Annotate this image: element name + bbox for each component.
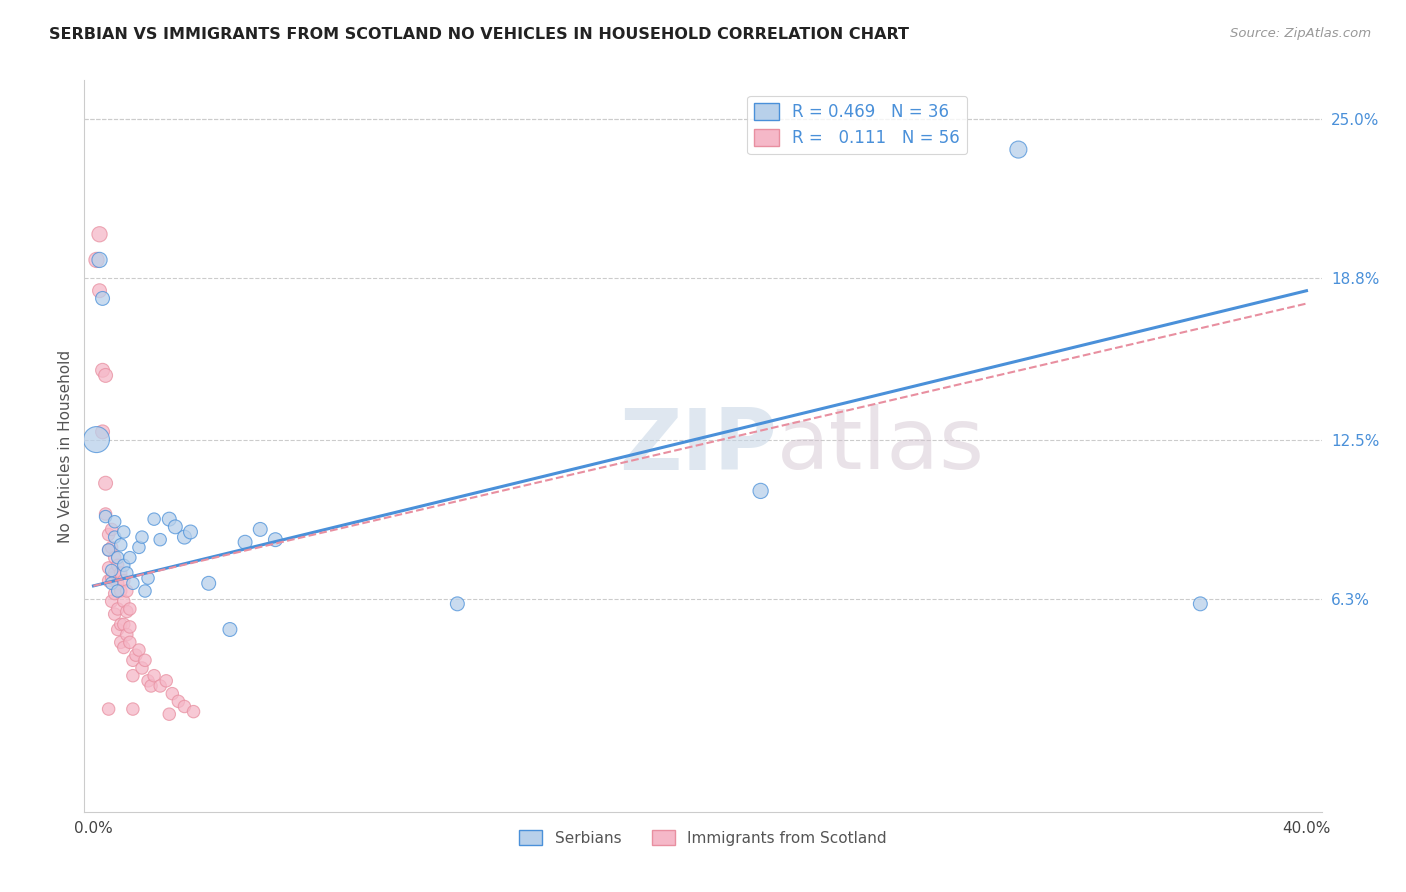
Point bbox=[118, 620, 141, 634]
Point bbox=[128, 643, 150, 657]
Y-axis label: No Vehicles in Household: No Vehicles in Household bbox=[58, 350, 73, 542]
Point bbox=[110, 617, 132, 632]
Point bbox=[86, 433, 108, 447]
Point bbox=[115, 566, 138, 580]
Point bbox=[155, 673, 177, 688]
Point bbox=[112, 594, 135, 608]
Point bbox=[165, 520, 187, 534]
Text: atlas: atlas bbox=[778, 404, 986, 488]
Point bbox=[97, 574, 120, 588]
Point bbox=[157, 512, 180, 526]
Point bbox=[143, 669, 166, 683]
Point bbox=[1007, 143, 1029, 157]
Point bbox=[183, 705, 205, 719]
Point bbox=[131, 661, 153, 675]
Point bbox=[179, 524, 201, 539]
Point bbox=[107, 602, 129, 616]
Point bbox=[149, 533, 172, 547]
Legend: Serbians, Immigrants from Scotland: Serbians, Immigrants from Scotland bbox=[513, 823, 893, 852]
Point bbox=[136, 673, 159, 688]
Point bbox=[112, 574, 135, 588]
Point bbox=[115, 584, 138, 599]
Point bbox=[115, 627, 138, 641]
Point bbox=[110, 538, 132, 552]
Point bbox=[97, 561, 120, 575]
Point bbox=[112, 617, 135, 632]
Point bbox=[91, 425, 114, 439]
Point bbox=[100, 541, 122, 555]
Point bbox=[118, 635, 141, 649]
Point bbox=[94, 368, 117, 383]
Point bbox=[107, 558, 129, 573]
Point bbox=[104, 607, 127, 621]
Point bbox=[100, 564, 122, 578]
Point bbox=[94, 507, 117, 521]
Point bbox=[112, 524, 135, 539]
Point bbox=[97, 543, 120, 558]
Point bbox=[97, 543, 120, 558]
Point bbox=[219, 623, 242, 637]
Point bbox=[249, 523, 271, 537]
Point bbox=[173, 699, 195, 714]
Point bbox=[110, 635, 132, 649]
Point bbox=[107, 550, 129, 565]
Point bbox=[131, 530, 153, 544]
Point bbox=[233, 535, 256, 549]
Point bbox=[264, 533, 287, 547]
Point bbox=[89, 227, 111, 242]
Point bbox=[100, 571, 122, 585]
Point bbox=[104, 566, 127, 580]
Point bbox=[107, 623, 129, 637]
Point bbox=[122, 702, 145, 716]
Point bbox=[122, 653, 145, 667]
Point bbox=[115, 605, 138, 619]
Point bbox=[97, 702, 120, 716]
Point bbox=[197, 576, 219, 591]
Point bbox=[89, 284, 111, 298]
Point bbox=[110, 584, 132, 599]
Point bbox=[91, 292, 114, 306]
Point bbox=[1189, 597, 1212, 611]
Point bbox=[134, 584, 156, 599]
Point bbox=[112, 558, 135, 573]
Point bbox=[112, 640, 135, 655]
Point bbox=[110, 566, 132, 580]
Point bbox=[149, 679, 172, 693]
Point bbox=[89, 252, 111, 267]
Point bbox=[104, 550, 127, 565]
Point bbox=[118, 550, 141, 565]
Point bbox=[162, 687, 184, 701]
Point bbox=[128, 541, 150, 555]
Point bbox=[107, 576, 129, 591]
Point bbox=[94, 476, 117, 491]
Point bbox=[100, 594, 122, 608]
Text: SERBIAN VS IMMIGRANTS FROM SCOTLAND NO VEHICLES IN HOUSEHOLD CORRELATION CHART: SERBIAN VS IMMIGRANTS FROM SCOTLAND NO V… bbox=[49, 27, 910, 42]
Point bbox=[104, 515, 127, 529]
Text: Source: ZipAtlas.com: Source: ZipAtlas.com bbox=[1230, 27, 1371, 40]
Point bbox=[94, 509, 117, 524]
Point bbox=[143, 512, 166, 526]
Point bbox=[100, 576, 122, 591]
Point bbox=[134, 653, 156, 667]
Point bbox=[173, 530, 195, 544]
Point bbox=[91, 363, 114, 377]
Point bbox=[446, 597, 468, 611]
Point bbox=[104, 530, 127, 544]
Point bbox=[749, 483, 772, 498]
Text: ZIP: ZIP bbox=[620, 404, 778, 488]
Point bbox=[97, 527, 120, 541]
Point bbox=[157, 707, 180, 722]
Point bbox=[122, 576, 145, 591]
Point bbox=[86, 252, 108, 267]
Point bbox=[118, 602, 141, 616]
Point bbox=[125, 648, 148, 662]
Point bbox=[104, 586, 127, 600]
Point bbox=[136, 571, 159, 585]
Point bbox=[107, 584, 129, 599]
Point bbox=[100, 523, 122, 537]
Point bbox=[139, 679, 162, 693]
Point bbox=[122, 669, 145, 683]
Point bbox=[167, 694, 190, 708]
